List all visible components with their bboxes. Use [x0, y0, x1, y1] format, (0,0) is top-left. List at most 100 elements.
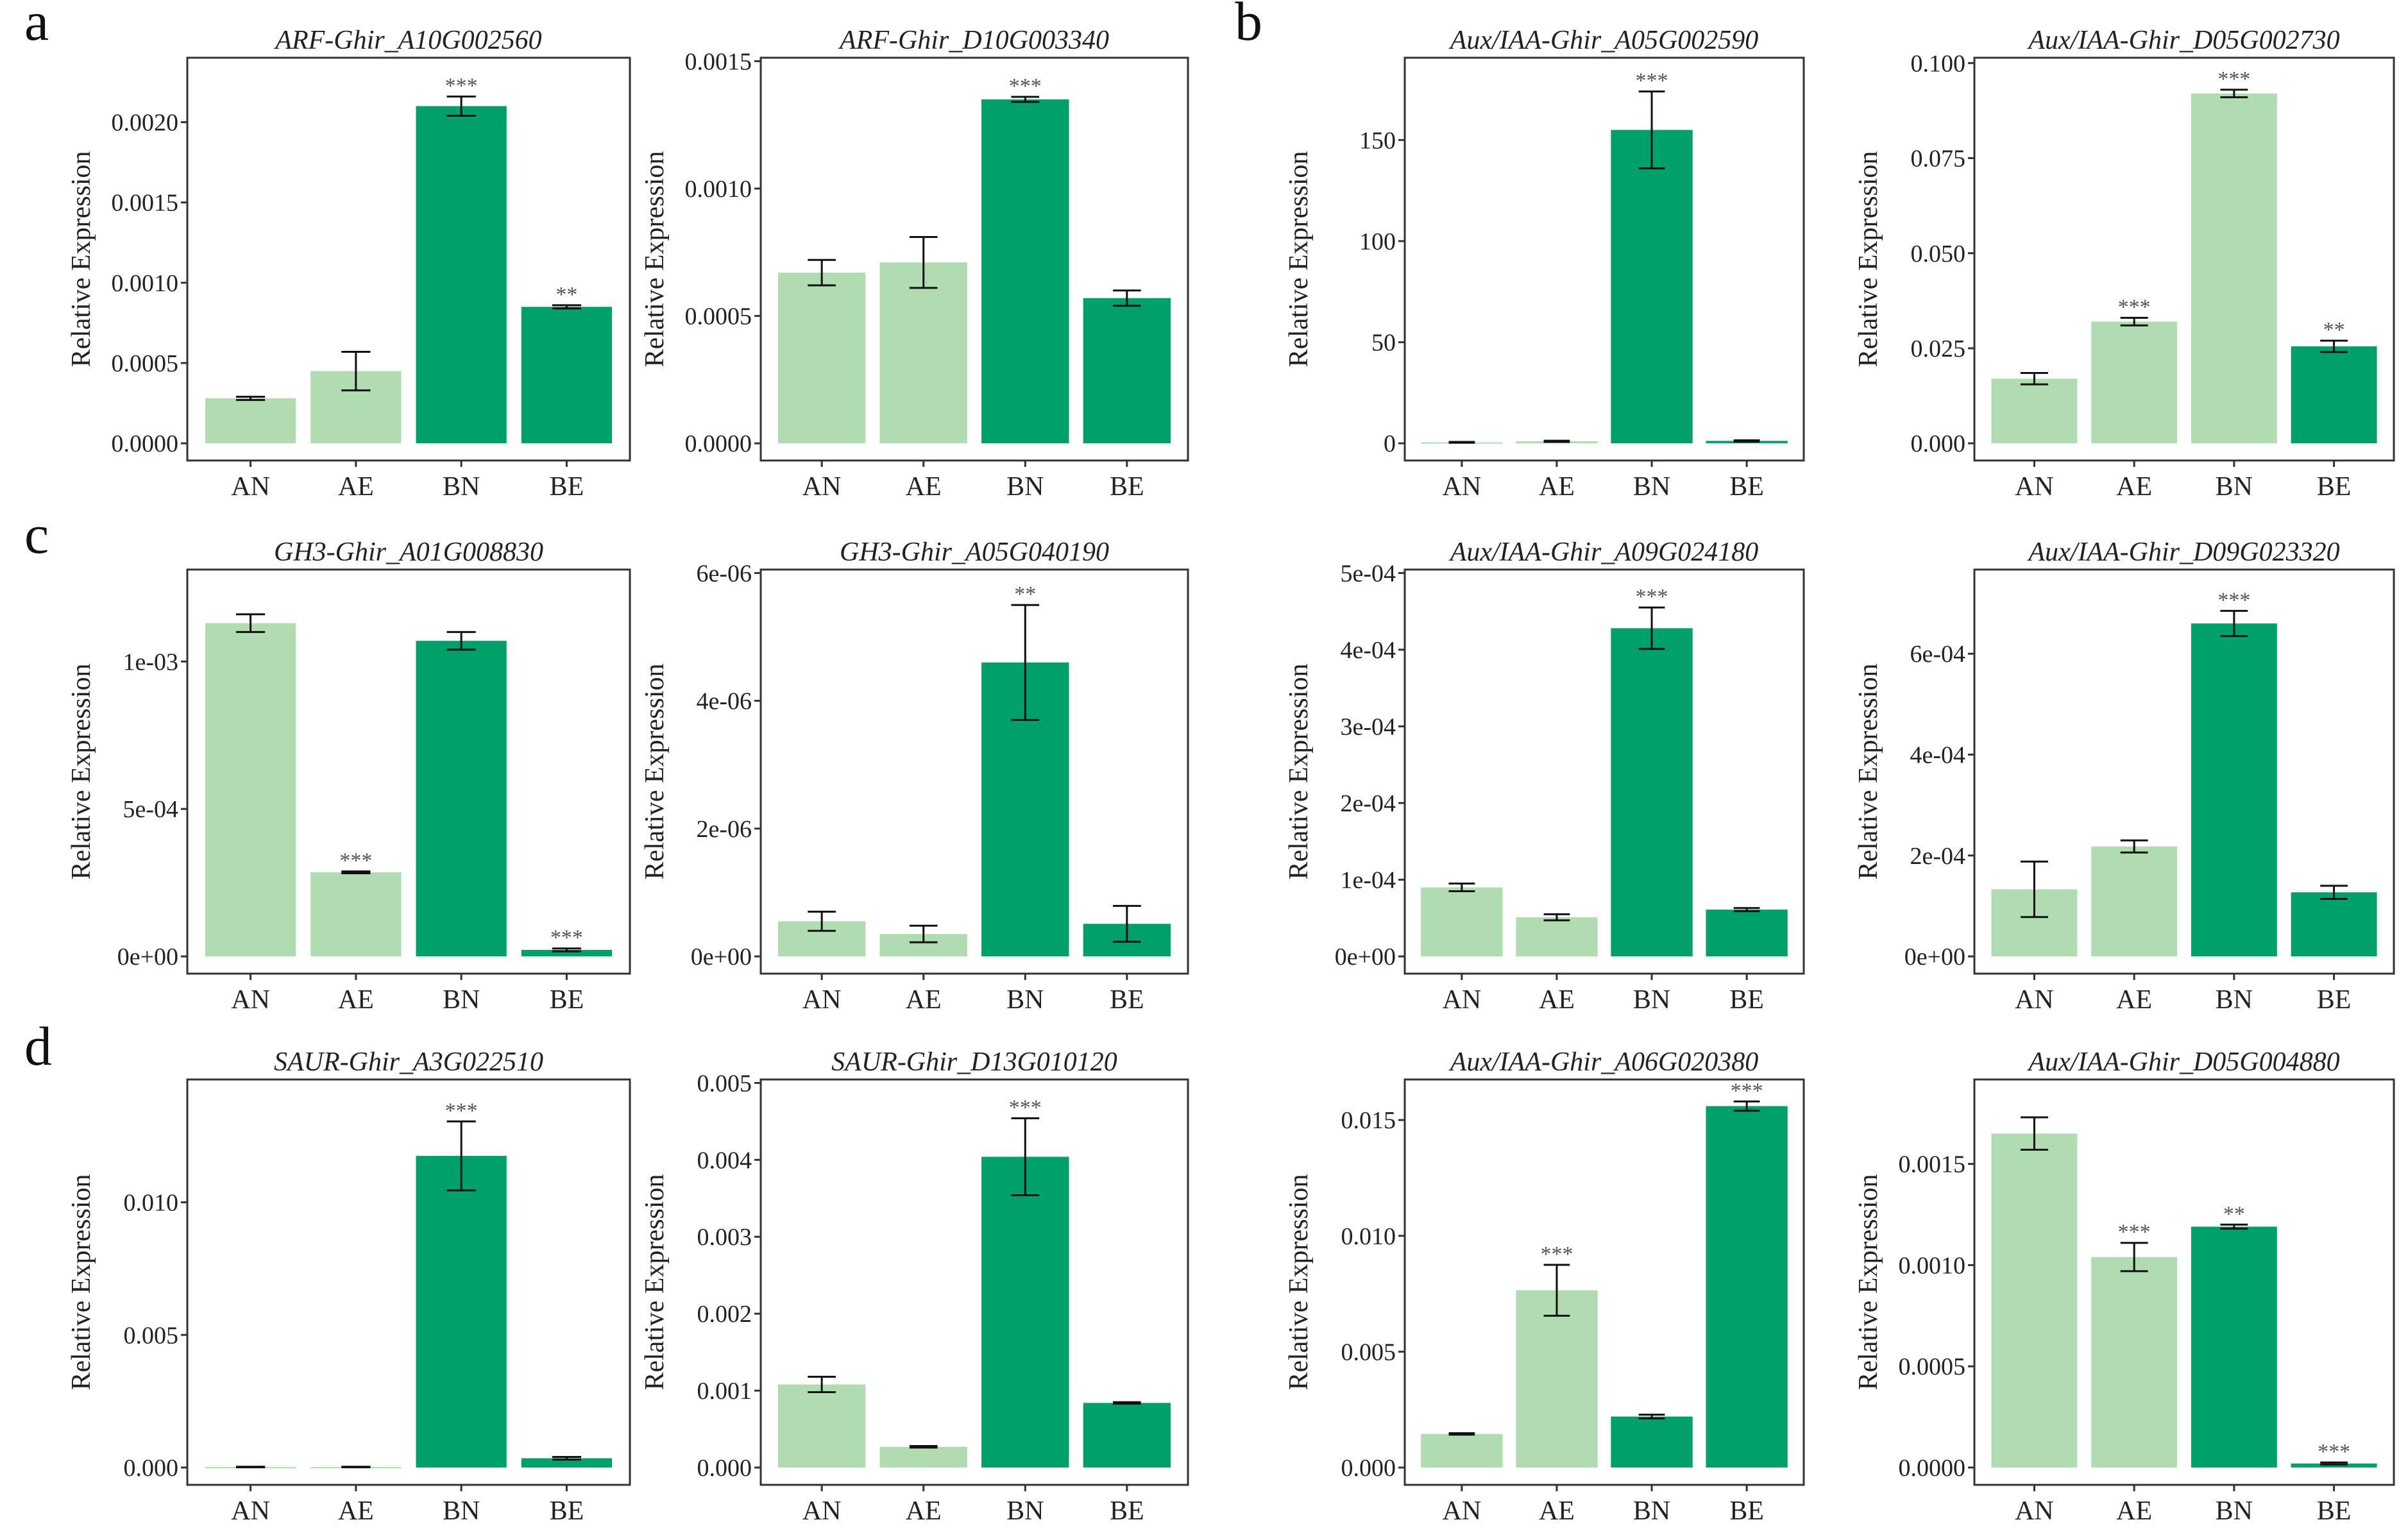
chart-title: GH3-Ghir_A05G040190 — [840, 537, 1109, 567]
x-tick-label: AN — [1443, 1496, 1482, 1526]
y-tick-label: 0.0010 — [1899, 1252, 1966, 1279]
x-tick-label: BE — [1729, 985, 1764, 1015]
y-tick-label: 5e-04 — [123, 796, 178, 823]
chart-panel-11: Aux/IAA-Ghir_A06G020380 Relative Expressi… — [1284, 1047, 1805, 1526]
bar-BE — [1083, 298, 1171, 444]
x-tick-label: BE — [1110, 985, 1144, 1015]
x-tick-label: BE — [550, 1496, 584, 1526]
y-axis-label: Relative Expression — [1284, 1174, 1314, 1390]
plot-frame — [1973, 568, 2395, 975]
y-tick-label: 4e-06 — [696, 688, 752, 715]
y-tick-label: 0.0000 — [112, 430, 179, 457]
x-tick-label: AN — [2015, 472, 2054, 502]
significance-label: ** — [2323, 318, 2345, 342]
y-axis-label: Relative Expression — [1854, 151, 1883, 367]
y-tick-label: 0.015 — [1341, 1107, 1396, 1134]
x-tick-label: BE — [2317, 472, 2352, 502]
y-tick-label: 0.000 — [1911, 430, 1966, 457]
y-tick-label: 1e-03 — [123, 648, 178, 675]
y-axis-label: Relative Expression — [67, 663, 96, 879]
bar-BE — [1706, 1106, 1788, 1468]
plot-frame — [1403, 568, 1805, 975]
bar-AN — [1421, 887, 1503, 957]
y-axis-label: Relative Expression — [67, 151, 96, 367]
y-tick-label: 4e-04 — [1340, 637, 1396, 664]
x-tick-label: BN — [1633, 472, 1670, 502]
y-tick-label: 2e-04 — [1910, 843, 1965, 870]
x-tick-label: BN — [1006, 985, 1044, 1015]
bar-BN — [2191, 623, 2277, 957]
x-tick-label: BN — [1633, 985, 1670, 1015]
x-tick-label: BE — [1729, 1496, 1764, 1526]
chart-panel-2: ARF-Ghir_D10G003340 Relative Expression 0.… — [640, 26, 1189, 502]
y-tick-label: 4e-04 — [1910, 742, 1965, 769]
chart-title: Aux/IAA-Ghir_A09G024180 — [1448, 537, 1759, 567]
bar-BE — [521, 307, 613, 444]
bar-BN — [416, 641, 507, 957]
x-tick-label: BN — [443, 985, 480, 1015]
significance-label: ** — [2223, 1202, 2245, 1226]
significance-label: *** — [445, 1099, 478, 1122]
chart-title: ARF-Ghir_A10G002560 — [273, 26, 541, 55]
x-tick-label: AN — [2015, 985, 2054, 1015]
chart-title: Aux/IAA-Ghir_A05G002590 — [1448, 26, 1759, 55]
x-tick-label: AE — [338, 472, 374, 502]
bar-BE — [1083, 1403, 1171, 1468]
x-tick-label: AN — [231, 985, 270, 1015]
y-axis-label: Relative Expression — [1284, 151, 1314, 367]
plot-frame — [186, 568, 631, 975]
bar-AN — [1991, 1133, 2078, 1468]
x-tick-label: AE — [2116, 1496, 2152, 1526]
x-tick-label: BE — [550, 472, 584, 502]
x-tick-label: BE — [1729, 472, 1764, 502]
chart-panel-9: SAUR-Ghir_A3G022510 d Relative Expression 0… — [24, 1015, 631, 1526]
y-tick-label: 100 — [1359, 228, 1396, 255]
y-tick-label: 5e-04 — [1340, 560, 1396, 587]
x-tick-label: AN — [2015, 1496, 2054, 1526]
y-tick-label: 0.005 — [1341, 1339, 1396, 1366]
bar-AN — [1991, 378, 2078, 444]
y-tick-label: 1e-04 — [1340, 867, 1396, 894]
chart-panel-6: GH3-Ghir_A05G040190 Relative Expression 0e… — [640, 537, 1189, 1015]
x-tick-label: AN — [1443, 472, 1482, 502]
x-tick-label: AN — [231, 1496, 270, 1526]
y-axis-label: Relative Expression — [1284, 663, 1314, 879]
significance-label: *** — [1009, 1096, 1042, 1120]
chart-panel-7: Aux/IAA-Ghir_A09G024180 Relative Expressi… — [1284, 537, 1805, 1015]
y-tick-label: 0.000 — [697, 1455, 752, 1482]
y-tick-label: 0.075 — [1911, 146, 1966, 173]
chart-title: Aux/IAA-Ghir_D05G002730 — [2026, 26, 2339, 55]
plot-frame — [1403, 1078, 1805, 1486]
y-tick-label: 0.0000 — [1899, 1455, 1966, 1482]
chart-title: Aux/IAA-Ghir_D09G023320 — [2026, 537, 2339, 567]
bar-BN — [416, 106, 507, 444]
bar-AE — [1516, 1290, 1598, 1468]
x-tick-label: BN — [2216, 985, 2253, 1015]
chart-panel-5: GH3-Ghir_A01G008830 c Relative Expression 0… — [24, 503, 631, 1015]
x-tick-label: BN — [1006, 1496, 1044, 1526]
x-tick-label: AN — [231, 472, 270, 502]
significance-label: ** — [1014, 582, 1036, 606]
y-tick-label: 0.0005 — [112, 350, 179, 377]
plot-frame — [759, 568, 1189, 975]
bar-BN — [1611, 628, 1693, 957]
x-tick-label: AE — [1539, 472, 1575, 502]
bar-BE — [1706, 910, 1788, 957]
plot-frame — [186, 1078, 631, 1486]
y-axis-label: Relative Expression — [640, 663, 670, 879]
x-tick-label: AE — [906, 985, 942, 1015]
bar-AN — [205, 623, 296, 957]
y-axis-label: Relative Expression — [640, 1174, 670, 1390]
y-tick-label: 0e+00 — [1335, 943, 1396, 970]
panel-letter: a — [24, 0, 49, 52]
significance-label: *** — [2118, 296, 2151, 319]
y-axis-label: Relative Expression — [67, 1174, 96, 1390]
plot-frame — [759, 1078, 1189, 1486]
chart-title: ARF-Ghir_D10G003340 — [838, 26, 1109, 55]
x-tick-label: AN — [802, 985, 842, 1015]
x-tick-label: AE — [338, 1496, 374, 1526]
y-tick-label: 0.005 — [697, 1070, 752, 1097]
y-axis-label: Relative Expression — [1854, 1174, 1883, 1390]
x-tick-label: AE — [2116, 472, 2152, 502]
